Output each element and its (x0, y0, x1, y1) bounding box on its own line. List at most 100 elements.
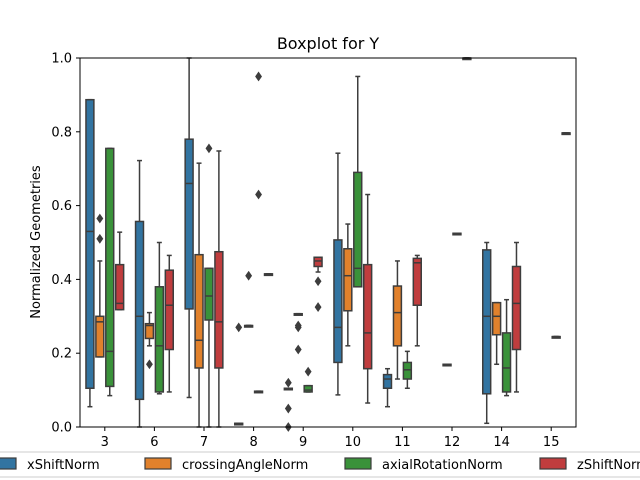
box-crossingAngleNorm-3 (95, 213, 105, 358)
box-crossingAngleNorm-14 (491, 301, 502, 366)
box-zShiftNorm-8 (263, 273, 274, 277)
box-body (313, 256, 323, 268)
box-zShiftNorm-9 (313, 256, 323, 312)
outlier-point (255, 189, 262, 200)
box-crossingAngleNorm-10 (343, 223, 353, 347)
box-body (194, 253, 204, 369)
box-body (343, 248, 353, 312)
box-xShiftNorm-7 (184, 57, 194, 399)
y-tick-label: 0.6 (51, 199, 72, 214)
x-tick-label: 10 (345, 435, 362, 450)
box-body (333, 239, 343, 364)
outlier-point (284, 403, 292, 414)
box-crossingAngleNorm-11 (392, 260, 403, 380)
box-axialRotationNorm-12 (452, 232, 462, 236)
box-body (214, 250, 224, 369)
legend-label: crossingAngleNorm (182, 458, 308, 473)
outlier-point (255, 71, 262, 82)
box-body (412, 257, 422, 306)
x-tick-label: 14 (493, 435, 510, 450)
box-body (184, 138, 194, 310)
legend-item-zShiftNorm: zShiftNorm (539, 457, 640, 473)
y-tick-label: 0.4 (51, 273, 72, 288)
legend: xShiftNorm crossingAngleNorm axialRotation… (0, 451, 640, 478)
outlier-point (146, 359, 153, 370)
outlier-point (314, 302, 322, 312)
box-body (491, 301, 502, 336)
box-axialRotationNorm-6 (154, 241, 165, 395)
outlier-point (96, 213, 104, 224)
box-body (204, 267, 214, 321)
box-body (392, 285, 403, 347)
box-axialRotationNorm-8 (253, 71, 264, 394)
box-zShiftNorm-15 (561, 132, 571, 136)
legend-swatch (539, 457, 567, 470)
legend-swatch (344, 457, 372, 470)
legend-item-axialRotationNorm: axialRotationNorm (344, 457, 503, 473)
box-zShiftNorm-3 (114, 231, 125, 311)
legend-swatch (144, 457, 172, 470)
box-axialRotationNorm-15 (551, 335, 561, 339)
box-zShiftNorm-14 (511, 241, 522, 393)
outlier-point (235, 322, 243, 333)
legend-swatch (0, 457, 17, 470)
x-tick-label: 11 (394, 435, 411, 450)
box-body (303, 384, 313, 393)
x-tick-label: 8 (249, 435, 257, 450)
x-tick-label: 12 (444, 435, 461, 450)
x-tick-label: 3 (101, 435, 109, 450)
box-xShiftNorm-10 (333, 152, 343, 396)
chart-title: Boxplot for Y (277, 34, 380, 53)
box-body (482, 249, 492, 395)
x-tick-label: 15 (543, 435, 560, 450)
outlier-point (314, 276, 322, 287)
box-body (114, 263, 125, 311)
box-xShiftNorm-8 (234, 322, 244, 426)
legend-item-crossingAngleNorm: crossingAngleNorm (144, 457, 308, 473)
box-axialRotationNorm-11 (402, 350, 413, 390)
box-axialRotationNorm-14 (501, 298, 512, 397)
box-body (501, 332, 512, 393)
x-tick-label: 6 (150, 435, 158, 450)
outlier-point (304, 366, 312, 377)
x-tick-label: 7 (200, 435, 208, 450)
box-body (511, 265, 522, 351)
y-tick-label: 0.0 (51, 421, 72, 436)
box-body (154, 286, 165, 393)
outlier-point (205, 143, 213, 154)
box-body (402, 361, 413, 380)
box-xShiftNorm-11 (382, 367, 393, 408)
box-axialRotationNorm-3 (105, 147, 115, 397)
box-axialRotationNorm-7 (204, 143, 214, 428)
legend-label: zShiftNorm (577, 458, 640, 473)
box-body (353, 171, 363, 288)
box-crossingAngleNorm-9 (293, 312, 303, 355)
box-zShiftNorm-7 (214, 150, 224, 428)
box-crossingAngleNorm-12 (442, 363, 452, 367)
box-xShiftNorm-9 (283, 377, 294, 432)
box-xShiftNorm-3 (85, 98, 95, 408)
box-body (382, 373, 393, 390)
box-axialRotationNorm-10 (353, 75, 363, 288)
outlier-point (294, 344, 302, 355)
box-crossingAngleNorm-8 (243, 270, 254, 328)
box-zShiftNorm-11 (412, 254, 422, 347)
box-zShiftNorm-6 (164, 254, 174, 393)
y-tick-label: 0.2 (51, 347, 72, 362)
box-body (144, 322, 155, 340)
legend-label: axialRotationNorm (382, 458, 503, 473)
box-body (362, 263, 373, 370)
outlier-point (96, 233, 104, 244)
box-body (105, 147, 115, 388)
box-xShiftNorm-6 (134, 159, 145, 428)
box-body (134, 220, 145, 401)
x-tick-label: 9 (299, 435, 307, 450)
outlier-point (294, 320, 302, 331)
box-body (164, 269, 174, 351)
axes-frame (79, 57, 577, 428)
box-crossingAngleNorm-7 (194, 162, 204, 428)
legend-label: xShiftNorm (27, 458, 100, 473)
box-zShiftNorm-10 (362, 193, 373, 404)
y-tick-label: 0.8 (51, 125, 72, 140)
